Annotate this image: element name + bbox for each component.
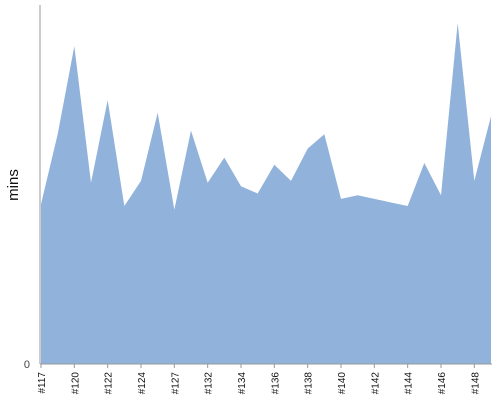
x-tick-label: #134 — [237, 372, 248, 395]
x-tick-labels: #117 #120 #122 #124 #127 #132 #134 #136 #138 #140… — [37, 364, 481, 394]
x-tick-label: #120 — [70, 372, 81, 395]
x-tick-label: #148 — [470, 372, 481, 395]
y-axis-title: mins — [5, 169, 22, 201]
x-tick-label: #146 — [437, 372, 448, 395]
x-tick-label: #124 — [137, 372, 148, 395]
x-tick-label: #140 — [337, 372, 348, 395]
x-tick-label: #127 — [170, 372, 181, 395]
plot-area — [40, 22, 492, 364]
x-tick-label: #144 — [404, 372, 415, 395]
x-tick-label: #122 — [104, 372, 115, 395]
x-tick-label: #136 — [270, 372, 281, 395]
y-tick-label: 0 — [24, 359, 30, 371]
x-tick-label: #142 — [370, 372, 381, 395]
x-tick-label: #132 — [204, 372, 215, 395]
area-series — [41, 22, 491, 364]
x-tick-label: #117 — [37, 372, 48, 394]
x-tick-label: #138 — [304, 372, 315, 395]
